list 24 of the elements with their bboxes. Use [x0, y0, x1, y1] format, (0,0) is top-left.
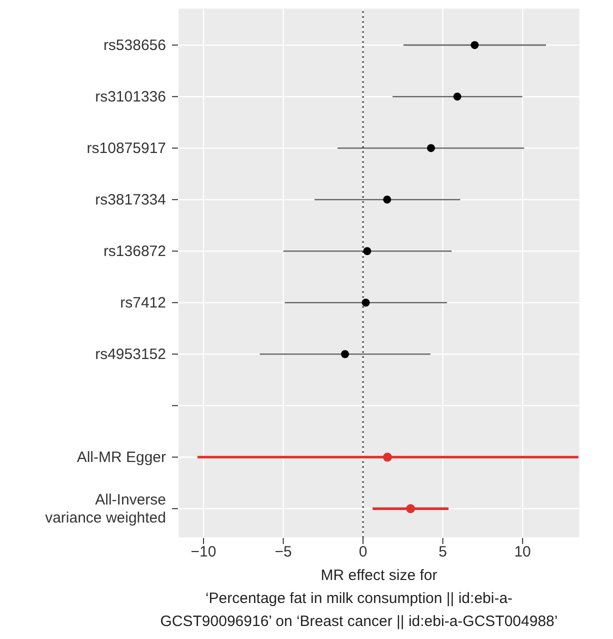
x-tick-label: 5: [438, 544, 447, 561]
point: [453, 92, 462, 101]
x-tick-label: −10: [190, 544, 216, 561]
y-tick-label: rs136872: [103, 243, 166, 260]
point: [341, 350, 350, 358]
x-axis-title: MR effect size for ‘Percentage fat in milk consumption || id:ebi-a- GCST90096916’ on ‘Breast cancer || id:ebi-a-GCST004988’: [160, 567, 558, 630]
y-tick-label: rs10875917: [86, 140, 166, 158]
y-tick-label: rs3101336: [95, 88, 166, 106]
y-tick-label: All-Inverse variance weighted: [45, 492, 166, 527]
point: [362, 298, 370, 307]
point: [382, 452, 392, 462]
y-tick-label: rs3817334: [95, 192, 166, 209]
point: [470, 41, 479, 50]
x-tick-label: 0: [358, 544, 368, 561]
x-tick-label: 10: [514, 544, 531, 561]
y-tick-label: All-MR Egger: [76, 449, 166, 466]
point: [427, 144, 436, 152]
x-tick-label: −5: [274, 544, 292, 561]
point: [406, 504, 416, 514]
y-tick-label: rs4953152: [95, 346, 166, 364]
y-tick-label: rs7412: [120, 294, 166, 312]
point: [383, 196, 392, 204]
point: [363, 247, 372, 256]
y-tick-label: rs538656: [103, 37, 166, 54]
